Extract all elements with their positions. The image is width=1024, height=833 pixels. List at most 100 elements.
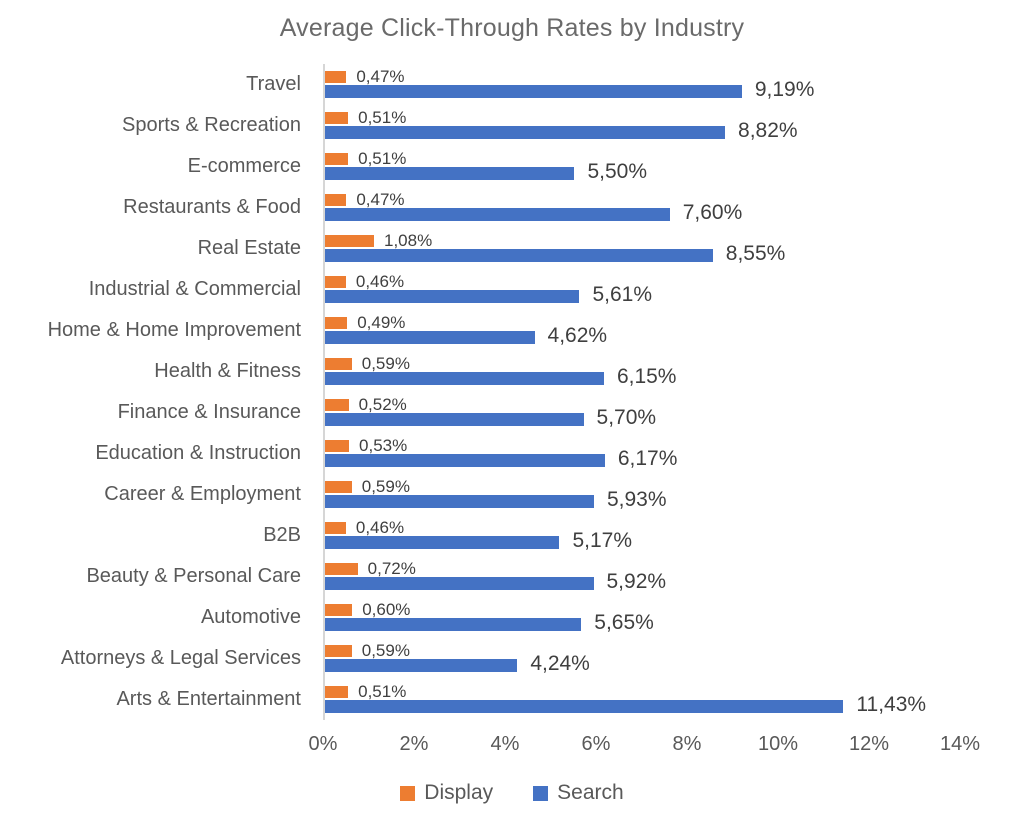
- bar-group: 0,46% 5,17%: [323, 515, 960, 556]
- chart-row: E-commerce 0,51% 5,50%: [0, 146, 1024, 187]
- chart-row: Finance & Insurance 0,52% 5,70%: [0, 392, 1024, 433]
- display-bar: [325, 71, 347, 83]
- legend-item-search: Search: [533, 781, 624, 805]
- chart-row: Education & Instruction 0,53% 6,17%: [0, 433, 1024, 474]
- search-value-label: 8,55%: [725, 242, 786, 265]
- bar-group: 0,59% 6,15%: [323, 351, 960, 392]
- display-bar: [325, 563, 358, 575]
- display-bar: [325, 153, 349, 165]
- chart-row: Attorneys & Legal Services 0,59% 4,24%: [0, 638, 1024, 679]
- chart-title: Average Click-Through Rates by Industry: [279, 14, 745, 42]
- search-value-label: 11,43%: [856, 693, 927, 716]
- display-bar: [325, 235, 374, 247]
- search-value-label: 5,17%: [572, 529, 633, 552]
- search-value-label: 4,62%: [547, 324, 608, 347]
- x-tick-label: 2%: [399, 733, 429, 755]
- bar-group: 0,47% 7,60%: [323, 187, 960, 228]
- search-value-label: 5,70%: [596, 406, 657, 429]
- search-bar: [325, 85, 742, 98]
- search-bar: [325, 700, 844, 713]
- search-bar: [325, 659, 518, 672]
- bar-group: 0,47% 9,19%: [323, 64, 960, 105]
- display-value-label: 0,72%: [367, 559, 416, 578]
- bar-group: 0,51% 8,82%: [323, 105, 960, 146]
- chart-row: B2B 0,46% 5,17%: [0, 515, 1024, 556]
- category-label: Restaurants & Food: [123, 196, 301, 218]
- display-value-label: 0,53%: [359, 436, 408, 455]
- search-bar: [325, 290, 580, 303]
- bar-group: 0,53% 6,17%: [323, 433, 960, 474]
- search-value-label: 4,24%: [530, 652, 590, 675]
- display-value-label: 1,08%: [383, 231, 433, 250]
- search-bar: [325, 495, 594, 508]
- display-value-label: 0,51%: [358, 108, 407, 127]
- display-swatch-icon: [400, 785, 416, 801]
- category-label: Career & Employment: [104, 483, 301, 505]
- display-value-label: 0,51%: [358, 149, 407, 168]
- chart-row: Home & Home Improvement 0,49% 4,62%: [0, 310, 1024, 351]
- search-bar: [325, 167, 575, 180]
- search-bar: [325, 249, 713, 262]
- search-value-label: 7,60%: [682, 201, 743, 224]
- bar-group: 0,59% 4,24%: [323, 638, 960, 679]
- display-bar: [325, 276, 346, 288]
- chart-row: Automotive 0,60% 5,65%: [0, 597, 1024, 638]
- display-bar: [325, 522, 346, 534]
- search-bar: [325, 536, 560, 549]
- category-label: Sports & Recreation: [122, 114, 301, 136]
- display-bar: [325, 481, 352, 493]
- chart-row: Restaurants & Food 0,47% 7,60%: [0, 187, 1024, 228]
- search-bar: [325, 331, 535, 344]
- display-bar: [325, 686, 349, 698]
- chart-row: Beauty & Personal Care 0,72% 5,92%: [0, 556, 1024, 597]
- bar-group: 0,59% 5,93%: [323, 474, 960, 515]
- x-tick-label: 12%: [848, 733, 890, 755]
- display-bar: [325, 112, 349, 124]
- search-swatch-icon: [533, 785, 549, 801]
- legend-label-search: Search: [557, 781, 624, 804]
- display-value-label: 0,47%: [356, 190, 405, 209]
- chart: Average Click-Through Rates by Industry …: [0, 14, 1024, 805]
- search-bar: [325, 126, 726, 139]
- category-label: Real Estate: [197, 237, 301, 259]
- display-bar: [325, 604, 353, 616]
- category-label: Finance & Insurance: [117, 401, 301, 423]
- search-value-label: 5,93%: [606, 488, 667, 511]
- legend: Display Search: [0, 781, 1024, 805]
- category-label: Education & Instruction: [95, 442, 301, 464]
- plot-area: Travel 0,47% 9,19% Sports & Recreation 0,51%…: [0, 64, 1024, 720]
- chart-row: Career & Employment 0,59% 5,93%: [0, 474, 1024, 515]
- legend-label-display: Display: [424, 781, 494, 804]
- display-bar: [325, 358, 352, 370]
- chart-row: Arts & Entertainment 0,51% 11,43%: [0, 679, 1024, 720]
- legend-item-display: Display: [400, 781, 493, 805]
- chart-row: Sports & Recreation 0,51% 8,82%: [0, 105, 1024, 146]
- chart-row: Real Estate 1,08% 8,55%: [0, 228, 1024, 269]
- search-bar: [325, 372, 604, 385]
- category-label: Industrial & Commercial: [88, 278, 301, 300]
- search-value-label: 5,65%: [594, 611, 654, 634]
- display-value-label: 0,47%: [356, 67, 405, 86]
- x-tick-label: 0%: [308, 733, 338, 755]
- category-label: B2B: [263, 524, 301, 546]
- search-bar: [325, 618, 582, 631]
- display-value-label: 0,46%: [355, 272, 405, 291]
- display-bar: [325, 645, 352, 657]
- category-label: Automotive: [200, 606, 301, 628]
- category-label: Travel: [246, 73, 301, 95]
- bar-group: 0,46% 5,61%: [323, 269, 960, 310]
- category-label: Home & Home Improvement: [47, 319, 301, 341]
- display-value-label: 0,46%: [355, 518, 405, 537]
- x-tick-label: 4%: [490, 733, 520, 755]
- display-bar: [325, 317, 348, 329]
- category-label: Attorneys & Legal Services: [60, 647, 301, 669]
- display-value-label: 0,60%: [362, 600, 411, 619]
- display-bar: [325, 440, 350, 452]
- chart-row: Health & Fitness 0,59% 6,15%: [0, 351, 1024, 392]
- display-bar: [325, 399, 349, 411]
- bar-group: 0,72% 5,92%: [323, 556, 960, 597]
- category-label: E-commerce: [187, 155, 301, 177]
- bar-group: 0,60% 5,65%: [323, 597, 960, 638]
- search-value-label: 8,82%: [738, 119, 798, 142]
- search-value-label: 5,92%: [606, 570, 667, 593]
